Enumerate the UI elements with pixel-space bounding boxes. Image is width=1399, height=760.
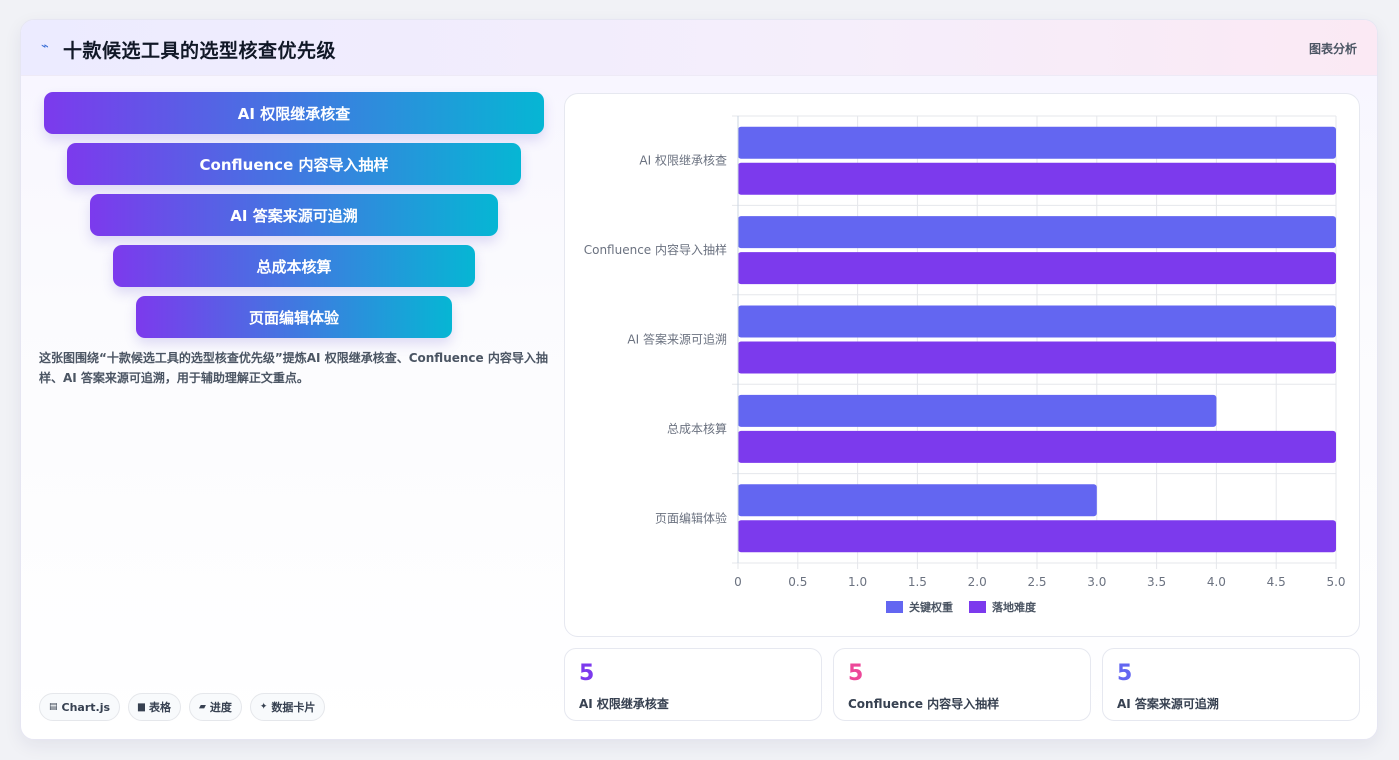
x-tick-label: 1.0 [848, 575, 867, 589]
stat-label: AI 权限继承核查 [579, 697, 669, 711]
x-tick-label: 2.5 [1027, 575, 1046, 589]
chart-icon: ▤ [49, 702, 58, 712]
funnel-step: 总成本核算 [113, 245, 475, 287]
x-tick-label: 4.0 [1207, 575, 1226, 589]
x-tick-label: 0 [734, 575, 742, 589]
description: 这张图围绕“十款候选工具的选型核查优先级”提炼AI 权限继承核查、Conflue… [39, 351, 548, 385]
bar [738, 430, 1336, 463]
sparkle-icon: ✦ [259, 702, 268, 712]
funnel-step: 页面编辑体验 [136, 296, 452, 338]
stat-value: 5 [848, 661, 864, 686]
bar [738, 252, 1336, 285]
stat-label: AI 答案来源可追溯 [1117, 697, 1219, 711]
bar [738, 305, 1336, 338]
tag-chartjs[interactable]: ▤ Chart.js [39, 693, 121, 721]
y-category-label: 页面编辑体验 [655, 510, 727, 525]
stat-value: 5 [579, 661, 595, 686]
stat-card-3: 5 AI 答案来源可追溯 [1102, 648, 1360, 721]
y-category-label: Confluence 内容导入抽样 [584, 242, 727, 257]
bar [738, 162, 1336, 195]
tag-label: 表格 [148, 701, 171, 714]
y-category-label: 总成本核算 [667, 421, 727, 436]
x-tick-label: 3.0 [1087, 575, 1106, 589]
x-tick-label: 3.5 [1147, 575, 1166, 589]
chart-panel: 0 0.5 1.0 1.5 2.0 2.5 3.0 3.5 4.0 4.5 5.0 AI 权限继承核查… [564, 93, 1360, 637]
progress-icon: ▰ [198, 702, 206, 712]
tag-table[interactable]: ▆ 表格 [128, 693, 181, 721]
tag-label: 进度 [209, 701, 232, 714]
funnel-step: AI 答案来源可追溯 [90, 194, 498, 236]
x-tick-label: 2.0 [968, 575, 987, 589]
table-icon: ▆ [138, 702, 145, 712]
x-tick-label: 4.5 [1267, 575, 1286, 589]
tag-label: 数据卡片 [271, 701, 316, 714]
tag-label: Chart.js [61, 700, 111, 714]
bar [738, 341, 1336, 374]
bar [738, 394, 1217, 427]
bar [738, 216, 1336, 249]
y-category-label: AI 答案来源可追溯 [627, 332, 727, 347]
x-tick-label: 1.5 [908, 575, 927, 589]
bar [738, 484, 1097, 517]
legend-label: 关键权重 [909, 600, 953, 614]
funnel-step: AI 权限继承核查 [44, 92, 544, 134]
page-title: 十款候选工具的选型核查优先级 [63, 40, 337, 62]
bar [738, 520, 1336, 553]
legend-swatch [969, 601, 986, 613]
tag-data-card[interactable]: ✦ 数据卡片 [249, 693, 326, 721]
y-category-label: AI 权限继承核查 [639, 154, 727, 168]
stat-value: 5 [1117, 661, 1133, 686]
funnel-step: Confluence 内容导入抽样 [67, 143, 521, 185]
legend-swatch [886, 601, 903, 613]
chart-analysis-badge: 图表分析 [1308, 42, 1357, 56]
x-tick-label: 0.5 [788, 575, 807, 589]
tag-progress[interactable]: ▰ 进度 [188, 693, 242, 721]
legend-label: 落地难度 [992, 600, 1037, 614]
tag-list: ▤ Chart.js ▆ 表格 ▰ 进度 ✦ 数据卡片 [39, 693, 326, 721]
header: ⌁ 十款候选工具的选型核查优先级 图表分析 [21, 20, 1377, 76]
stat-card-2: 5 Confluence 内容导入抽样 [833, 648, 1091, 721]
trend-icon: ⌁ [41, 39, 49, 54]
bar-chart: 0 0.5 1.0 1.5 2.0 2.5 3.0 3.5 4.0 4.5 5.0 AI 权限继承核查… [584, 115, 1346, 614]
main-card: ⌁ 十款候选工具的选型核查优先级 图表分析 这张图围绕“十款候选工具的选型核查优… [20, 19, 1378, 740]
stat-label: Confluence 内容导入抽样 [848, 697, 1000, 711]
bar [738, 126, 1336, 159]
stat-card-1: 5 AI 权限继承核查 [564, 648, 822, 721]
x-tick-label: 5.0 [1326, 575, 1345, 589]
